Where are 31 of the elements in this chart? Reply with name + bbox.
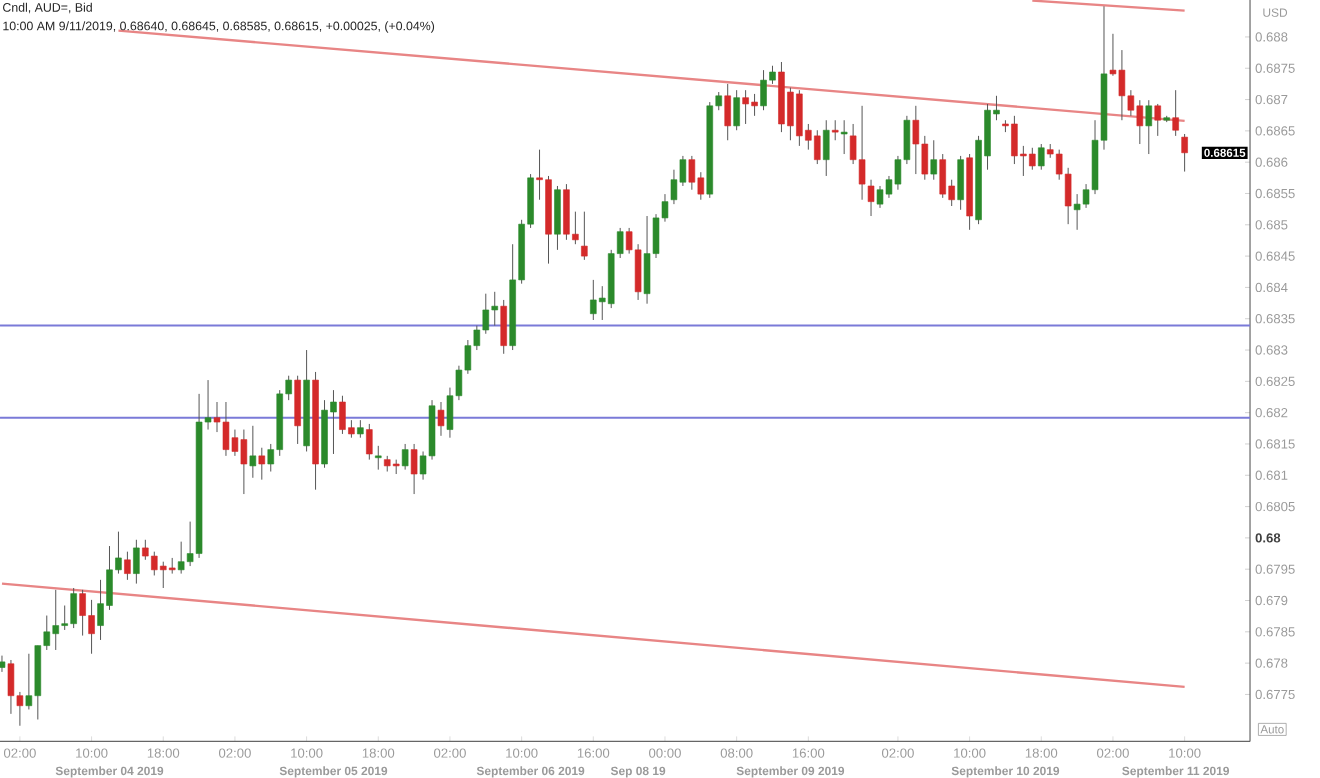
candlestick [930, 139, 938, 181]
candlestick [1154, 103, 1161, 137]
candlestick [724, 83, 731, 141]
candlestick [25, 653, 33, 710]
candlestick [733, 89, 740, 131]
candlestick [249, 425, 257, 479]
candlestick [1181, 133, 1188, 173]
candlestick [1038, 143, 1045, 171]
candlestick [258, 447, 266, 481]
candlestick [831, 119, 839, 141]
candlestick [294, 375, 301, 445]
candlestick [1145, 99, 1153, 155]
candlestick [858, 105, 866, 201]
candlestick [688, 155, 696, 191]
candlestick [366, 423, 373, 461]
candlestick [375, 445, 382, 471]
candlestick [1172, 89, 1179, 137]
candlestick [401, 443, 409, 471]
candlestick [0, 655, 6, 673]
candlestick [124, 551, 131, 581]
candlestick [840, 119, 848, 155]
candlestick [957, 155, 964, 211]
candlestick [912, 105, 920, 175]
candlestick [500, 299, 507, 355]
candlestick [133, 539, 140, 585]
candlestick [410, 443, 418, 495]
candlestick [554, 185, 561, 251]
candlestick [581, 211, 588, 261]
candlestick [867, 179, 875, 217]
candlestick [437, 401, 445, 437]
candlestick [822, 119, 830, 177]
